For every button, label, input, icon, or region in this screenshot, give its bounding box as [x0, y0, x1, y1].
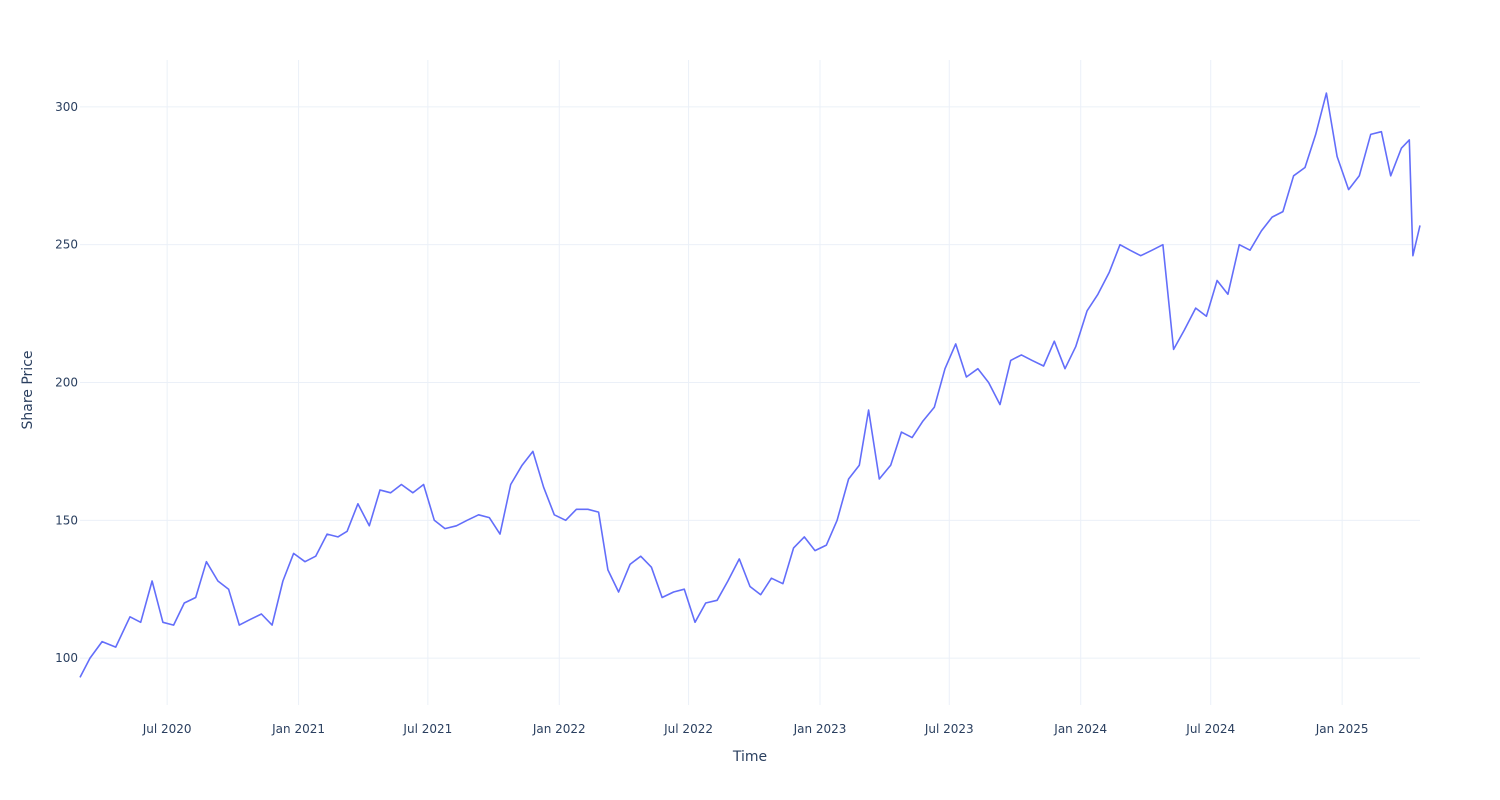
x-tick-label: Jan 2021 — [271, 722, 325, 736]
x-tick-label: Jul 2021 — [402, 722, 452, 736]
series-layer — [79, 92, 1421, 678]
x-tick-label: Jan 2022 — [532, 722, 586, 736]
y-tick-label: 250 — [55, 238, 78, 252]
y-gridlines — [80, 106, 1420, 659]
y-tick-label: 200 — [55, 376, 78, 390]
y-tick-label: 300 — [55, 100, 78, 114]
x-tick-label: Jul 2023 — [924, 722, 974, 736]
y-tick-label: 150 — [55, 513, 78, 527]
y-tick-label: 100 — [55, 651, 78, 665]
x-tick-label: Jul 2020 — [142, 722, 192, 736]
x-tick-label: Jan 2023 — [793, 722, 847, 736]
y-tick-labels: 100 150 200 250 300 — [55, 100, 78, 665]
series-line — [79, 92, 1421, 678]
x-tick-label: Jan 2024 — [1053, 722, 1107, 736]
x-tick-label: Jan 2025 — [1315, 722, 1369, 736]
x-axis-title: Time — [732, 749, 767, 765]
x-tick-label: Jul 2024 — [1185, 722, 1235, 736]
y-axis-title: Share Price — [20, 350, 36, 429]
x-tick-labels: Jul 2020 Jan 2021 Jul 2021 Jan 2022 Jul 2022… — [142, 722, 1369, 736]
x-tick-label: Jul 2022 — [663, 722, 713, 736]
